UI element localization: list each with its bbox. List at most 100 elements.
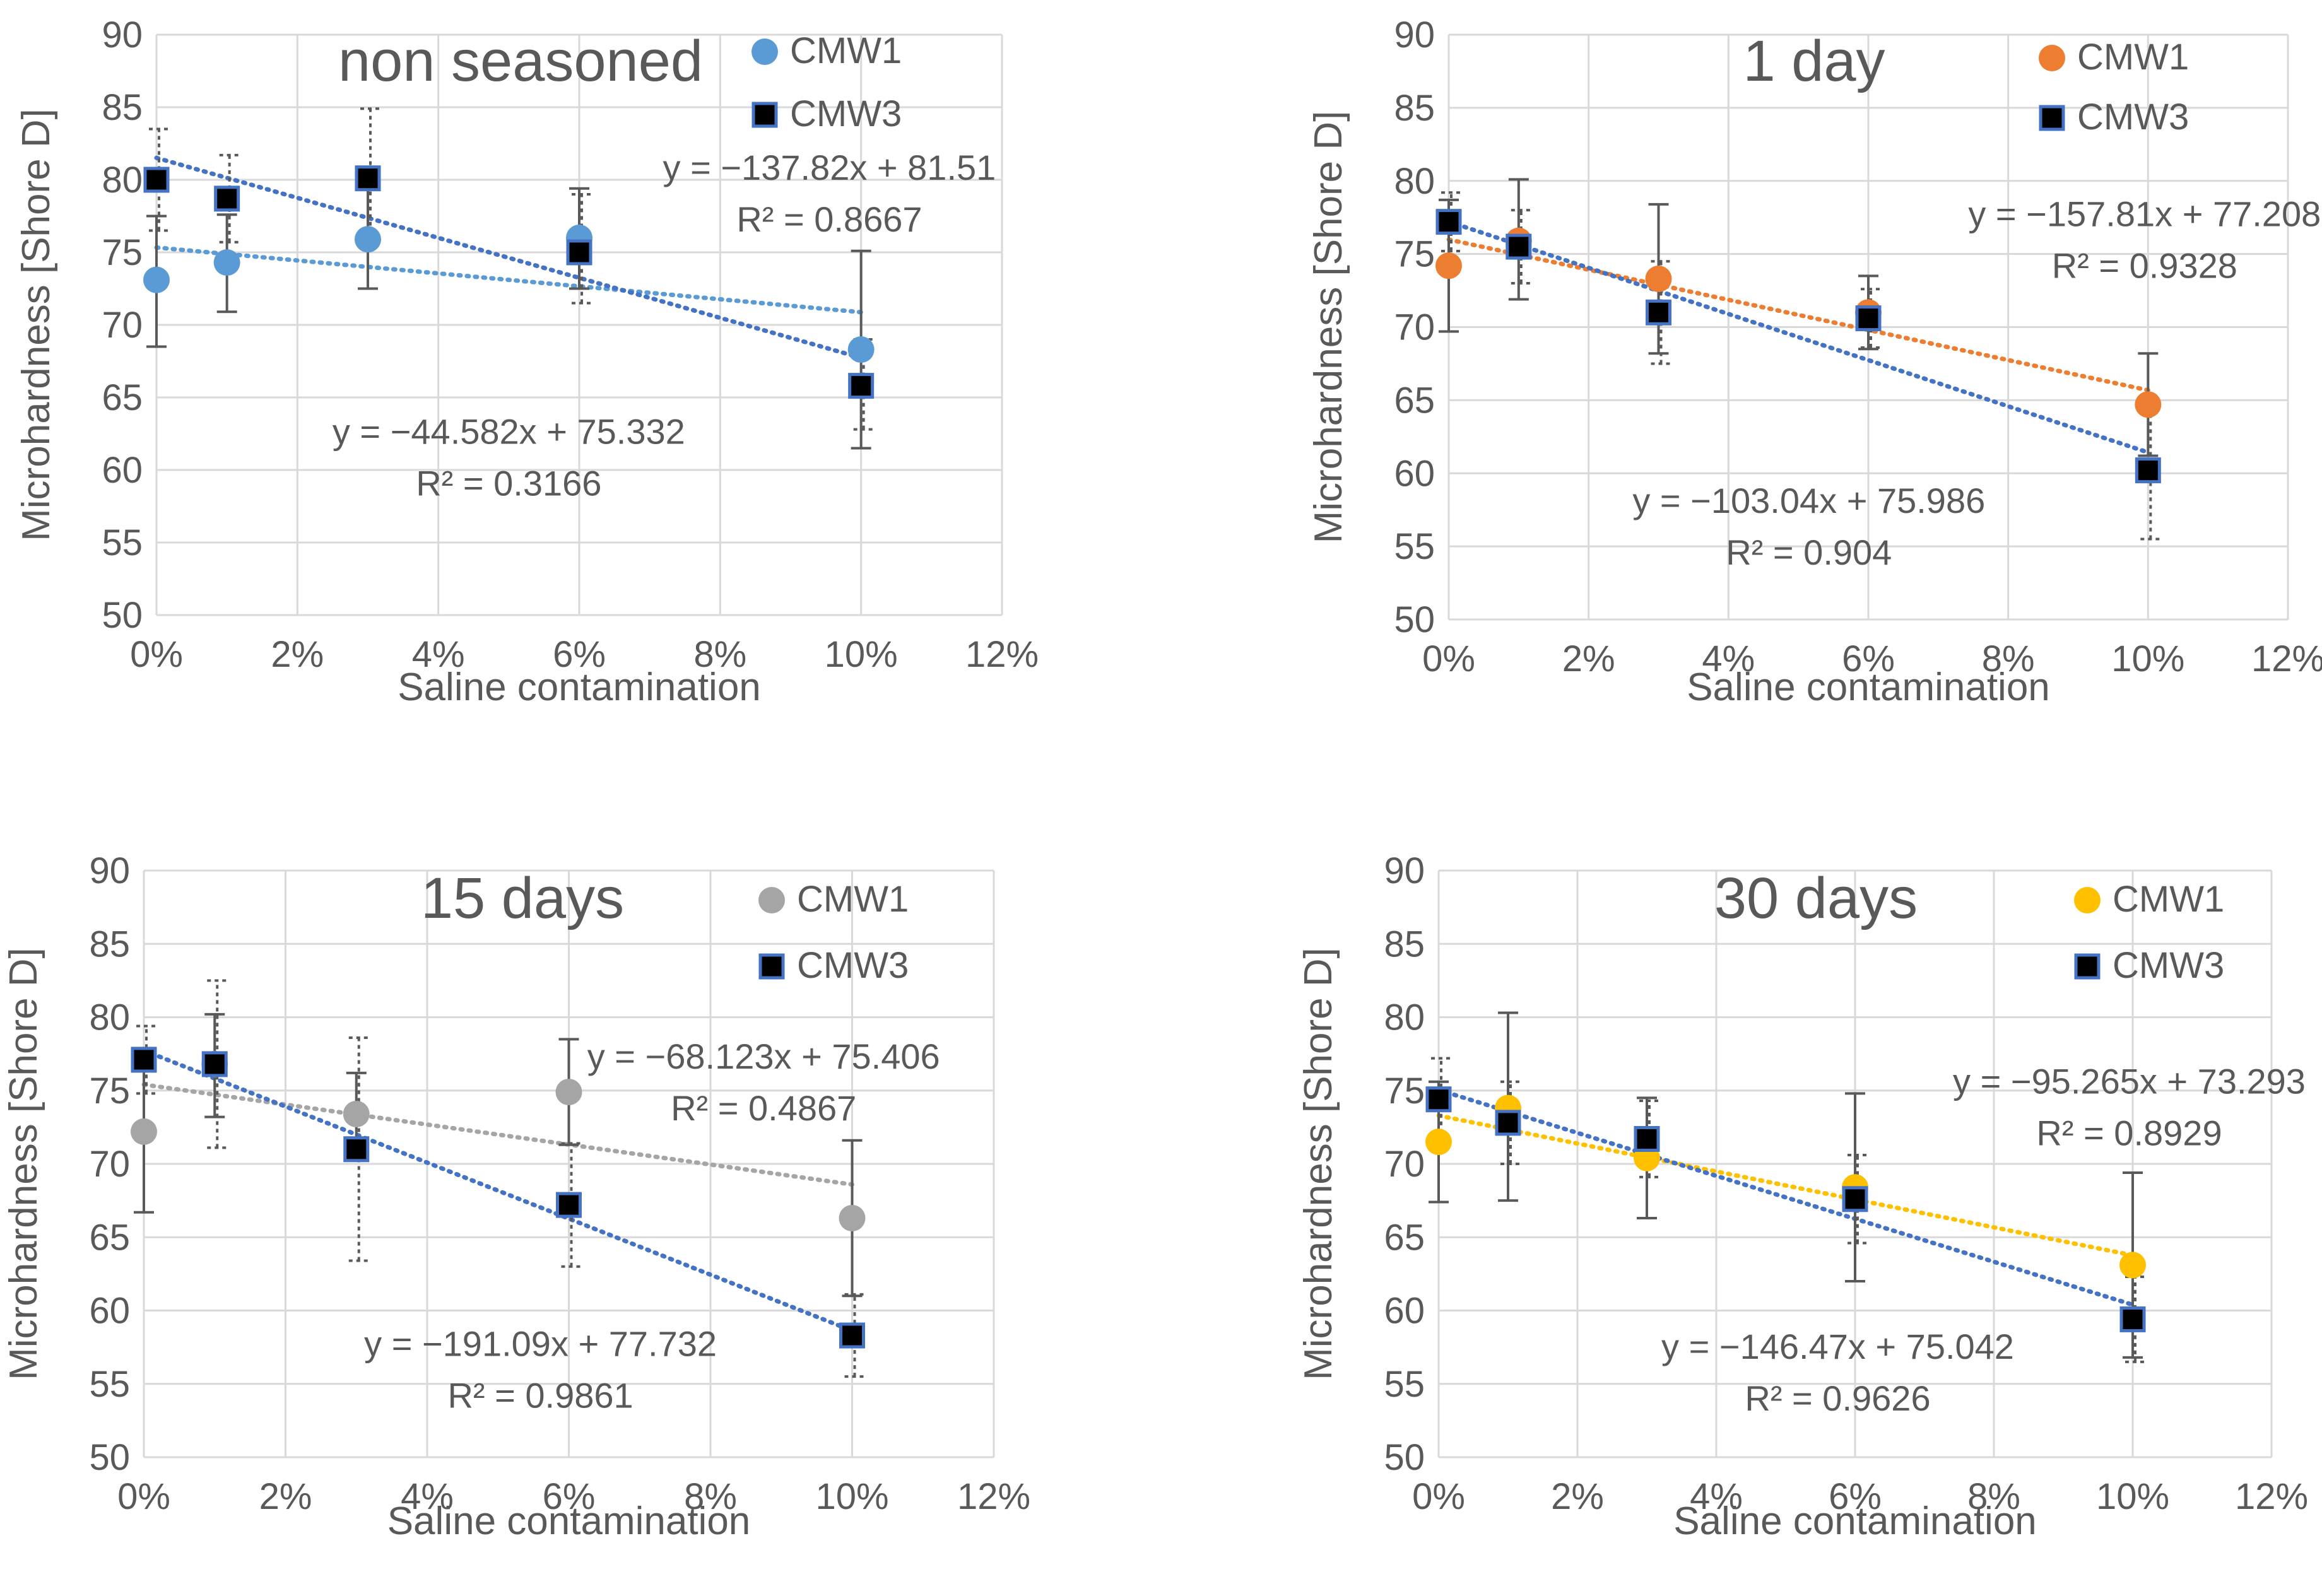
y-tick-label: 55 <box>89 1364 130 1405</box>
y-tick-label: 50 <box>102 595 143 636</box>
x-tick-label: 2% <box>259 1476 312 1517</box>
y-axis-title: Microhardness [Shore D] <box>1297 948 1340 1380</box>
x-axis-title: Saline contamination <box>1687 666 2050 709</box>
trend-r2: R² = 0.9861 <box>447 1376 633 1416</box>
y-tick-label: 90 <box>1394 15 1435 56</box>
legend-label: CMW1 <box>2113 879 2224 920</box>
trend-equation: y = −191.09x + 77.732 <box>364 1324 717 1364</box>
trend-equation: y = −137.82x + 81.51 <box>663 148 996 187</box>
panel-title: 30 days <box>1714 866 1918 930</box>
legend-marker-circle <box>2074 887 2101 913</box>
y-tick-label: 65 <box>1394 380 1435 421</box>
legend-marker-square <box>758 953 785 980</box>
x-tick-label: 2% <box>271 634 324 675</box>
trendline-cmw3 <box>1446 219 2150 455</box>
x-tick-label: 4% <box>412 634 465 675</box>
x-tick-label: 12% <box>957 1476 1030 1517</box>
trend-r2: R² = 0.8929 <box>2036 1113 2222 1153</box>
x-tick-label: 2% <box>1551 1476 1604 1517</box>
trendline-cmw1 <box>1436 1113 2135 1258</box>
x-tick-label: 4% <box>1702 638 1755 679</box>
data-point-square <box>1425 1086 1452 1113</box>
data-point-circle <box>213 249 240 276</box>
x-tick-label: 4% <box>401 1476 454 1517</box>
legend-marker-circle <box>2039 45 2065 71</box>
y-tick-label: 85 <box>89 924 130 965</box>
data-point-circle <box>2119 1252 2146 1279</box>
y-tick-label: 65 <box>1384 1217 1425 1258</box>
legend-label: CMW3 <box>2113 945 2224 986</box>
data-point-square <box>131 1047 157 1073</box>
trend-equation: y = −68.123x + 75.406 <box>587 1036 940 1076</box>
data-point-square <box>566 239 592 266</box>
data-point-square <box>343 1136 370 1163</box>
data-point-circle <box>847 336 875 363</box>
y-tick-label: 70 <box>1384 1144 1425 1185</box>
trend-equation: y = −95.265x + 73.293 <box>1953 1061 2306 1101</box>
x-tick-label: 6% <box>553 634 606 675</box>
trendline-cmw3 <box>154 155 864 360</box>
y-tick-label: 90 <box>102 15 143 56</box>
y-tick-label: 65 <box>89 1217 130 1258</box>
y-tick-label: 80 <box>1394 161 1435 202</box>
data-point-circle <box>143 266 170 293</box>
y-tick-label: 70 <box>89 1144 130 1185</box>
data-point-square <box>2119 1306 2146 1332</box>
x-tick-label: 6% <box>543 1476 596 1517</box>
x-tick-label: 2% <box>1562 638 1615 679</box>
chart-panel-4: 50 55 60 65 70 75 80 85 90 0% 2% 4% 6% 8% 10% 12% Saline… <box>1297 850 2308 1543</box>
trend-equation: y = −44.582x + 75.332 <box>333 412 685 452</box>
x-tick-label: 0% <box>117 1476 170 1517</box>
data-point-square <box>1506 233 1532 260</box>
x-tick-label: 10% <box>815 1476 888 1517</box>
data-point-square <box>1495 1110 1521 1136</box>
x-tick-label: 10% <box>2111 638 2184 679</box>
legend-label: CMW1 <box>2077 37 2189 78</box>
y-axis-title: Microhardness [Shore D] <box>1307 111 1350 544</box>
trend-r2: R² = 0.9328 <box>2052 246 2237 286</box>
data-point-square <box>1646 299 1671 326</box>
panel-title: 1 day <box>1743 29 1885 93</box>
data-point-square <box>143 167 170 193</box>
trendline-cmw1 <box>154 245 864 315</box>
y-tick-label: 80 <box>1384 997 1425 1038</box>
y-tick-label: 75 <box>1394 234 1435 275</box>
x-tick-label: 10% <box>2096 1476 2169 1517</box>
x-tick-label: 8% <box>684 1476 737 1517</box>
trend-r2: R² = 0.9626 <box>1745 1378 1930 1418</box>
x-tick-label: 6% <box>1842 638 1895 679</box>
y-tick-label: 85 <box>1394 88 1435 129</box>
legend-label: CMW3 <box>790 93 902 134</box>
data-point-circle <box>131 1118 157 1145</box>
y-tick-label: 60 <box>1394 453 1435 494</box>
x-tick-label: 4% <box>1690 1476 1743 1517</box>
data-point-circle <box>2135 391 2162 418</box>
legend-label: CMW1 <box>790 30 902 71</box>
legend-marker-square <box>2039 105 2065 131</box>
trend-equation: y = −157.81x + 77.208 <box>1968 194 2321 234</box>
x-tick-label: 12% <box>2235 1476 2308 1517</box>
trend-equation: y = −146.47x + 75.042 <box>1661 1327 2014 1366</box>
trendline-cmw3 <box>141 1048 854 1334</box>
data-point-square <box>201 1051 228 1077</box>
chart-panel-3: 50 55 60 65 70 75 80 85 90 0% 2% 4% 6% 8% 10% 12% Saline… <box>2 850 1030 1543</box>
legend-label: CMW3 <box>2077 97 2189 138</box>
y-tick-label: 85 <box>1384 924 1425 965</box>
x-tick-label: 8% <box>1967 1476 2020 1517</box>
data-point-square <box>1842 1186 1868 1212</box>
y-tick-label: 50 <box>89 1437 130 1478</box>
y-tick-label: 85 <box>102 87 143 128</box>
x-axis-title: Saline contamination <box>398 666 761 709</box>
y-tick-label: 55 <box>1394 526 1435 567</box>
data-point-square <box>839 1322 865 1349</box>
y-tick-label: 55 <box>102 522 143 563</box>
panel-title: non seasoned <box>338 29 703 93</box>
data-point-square <box>2135 457 2161 484</box>
data-point-square <box>848 373 875 399</box>
y-axis-title: Microhardness [Shore D] <box>2 948 45 1380</box>
legend-marker-circle <box>751 38 778 65</box>
data-point-square <box>556 1192 582 1218</box>
y-tick-label: 50 <box>1394 599 1435 640</box>
data-point-circle <box>1425 1129 1452 1156</box>
